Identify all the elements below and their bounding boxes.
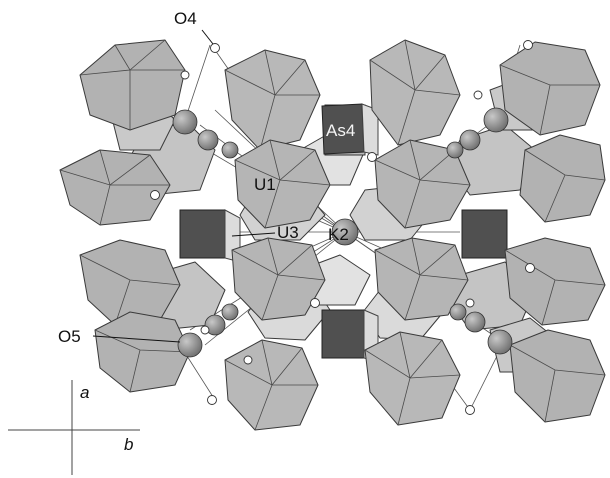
label-o5: O5: [58, 327, 81, 346]
k2-sphere: [331, 218, 359, 246]
label-u3: U3: [277, 223, 299, 242]
label-u1: U1: [254, 175, 276, 194]
label-o4: O4: [174, 9, 197, 28]
axis-b-label: b: [124, 435, 133, 454]
axis-a-label: a: [80, 383, 89, 402]
label-as4: As4: [326, 121, 355, 140]
crystal-axes: a b: [8, 380, 140, 475]
oxygen-atoms: [150, 40, 535, 415]
atom-labels: O4 As4 U1 U3 K2 O5: [58, 9, 355, 346]
label-k2: K2: [328, 225, 349, 244]
label-leader-lines: [92, 29, 276, 343]
cation-spheres: [172, 107, 513, 358]
uranyl-polyhedra: [59, 39, 606, 431]
